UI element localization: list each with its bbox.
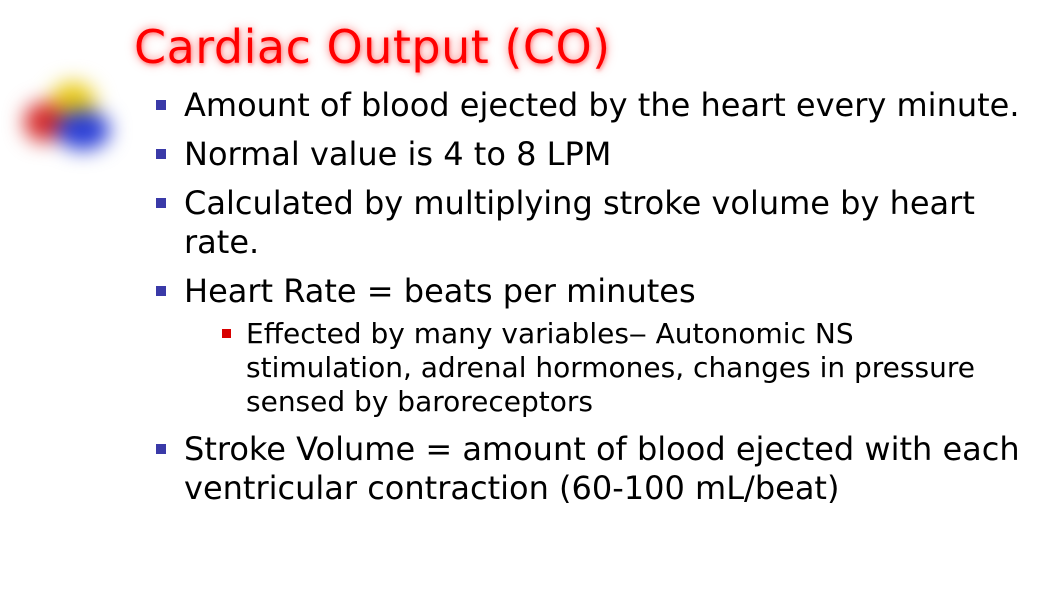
logo-red-blob	[24, 102, 64, 142]
slide: Cardiac Output (CO) Amount of blood ejec…	[0, 0, 1062, 597]
list-item: Calculated by multiplying stroke volume …	[152, 184, 1022, 262]
list-item: Normal value is 4 to 8 LPM	[152, 135, 1022, 174]
bullet-text: Stroke Volume = amount of blood ejected …	[184, 430, 1020, 507]
slide-title: Cardiac Output (CO)	[134, 22, 611, 73]
list-item: Heart Rate = beats per minutes Effected …	[152, 272, 1022, 420]
bullet-text: Heart Rate = beats per minutes	[184, 272, 696, 310]
bullet-text: Calculated by multiplying stroke volume …	[184, 184, 975, 261]
bullet-text: Amount of blood ejected by the heart eve…	[184, 86, 1020, 124]
sub-bullet-text: Effected by many variables‒ Autonomic NS…	[246, 317, 975, 418]
list-item: Stroke Volume = amount of blood ejected …	[152, 430, 1022, 508]
bullet-text: Normal value is 4 to 8 LPM	[184, 135, 611, 173]
logo-blue-blob	[56, 110, 110, 150]
list-item: Effected by many variables‒ Autonomic NS…	[220, 317, 1022, 419]
bullet-list: Amount of blood ejected by the heart eve…	[152, 86, 1022, 518]
list-item: Amount of blood ejected by the heart eve…	[152, 86, 1022, 125]
sub-bullet-list: Effected by many variables‒ Autonomic NS…	[184, 317, 1022, 419]
logo-yellow-blob	[50, 82, 96, 128]
decorative-logo	[10, 82, 120, 162]
